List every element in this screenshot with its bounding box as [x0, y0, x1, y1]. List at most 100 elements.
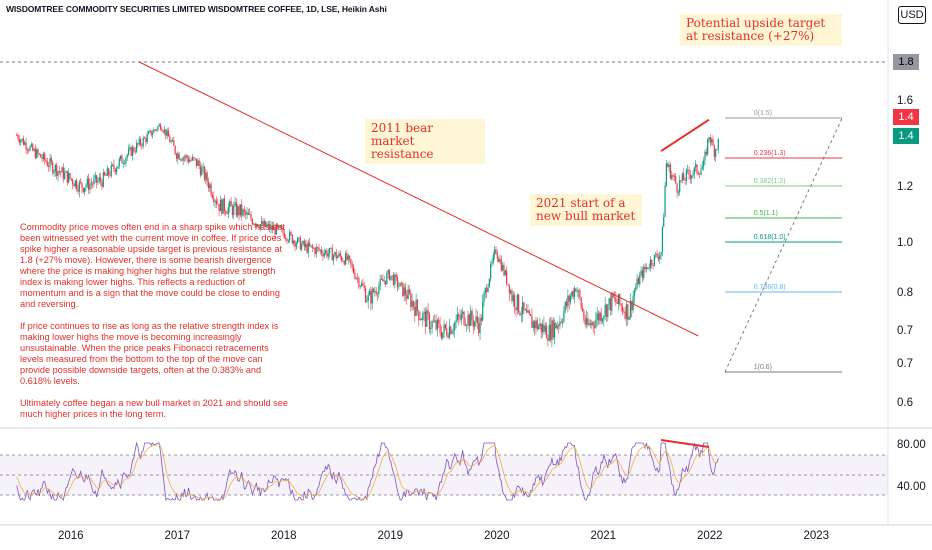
candle-body — [499, 259, 501, 262]
candle-body — [243, 209, 245, 212]
time-axis-label: 2019 — [378, 530, 404, 542]
candle-body — [415, 299, 417, 316]
candle-body — [295, 243, 297, 247]
candle-body — [30, 144, 32, 147]
candle-body — [62, 167, 64, 179]
candle-body — [355, 277, 357, 279]
candle-body — [126, 154, 128, 158]
candle-body — [478, 323, 480, 334]
candle-body — [480, 318, 482, 321]
candle-body — [569, 296, 572, 302]
candle-body — [245, 211, 247, 215]
candle-body — [259, 224, 261, 229]
price-axis-label: 0.8 — [897, 287, 913, 299]
candle-body — [494, 249, 496, 255]
candle-body — [53, 171, 55, 174]
candle-body — [170, 141, 172, 143]
candle-body — [603, 315, 605, 319]
currency-selector[interactable]: USD — [898, 6, 926, 24]
candle-body — [390, 275, 392, 280]
candle-body — [460, 313, 462, 320]
candle-body — [593, 325, 596, 328]
candle-body — [233, 205, 235, 216]
candle-body — [108, 168, 110, 175]
candle-body — [348, 255, 351, 259]
candle-body — [307, 242, 309, 253]
candle-body — [600, 312, 602, 322]
candle-body — [474, 321, 476, 327]
fib-diagonal — [724, 117, 843, 373]
candle-body — [203, 166, 206, 180]
fib-level-label: 0.382(1.2) — [754, 178, 786, 185]
rsi-axis-label: 80.00 — [897, 439, 926, 451]
candle-body — [512, 295, 514, 302]
candle-body — [306, 244, 308, 253]
candle-body — [273, 226, 275, 231]
candle-body — [183, 157, 186, 159]
candle-body — [171, 140, 174, 142]
candle-body — [539, 323, 541, 327]
candle-body — [305, 244, 307, 247]
annotation-bear-resistance[interactable]: 2011 bear market resistance — [365, 119, 485, 164]
candle-body — [315, 247, 317, 254]
candle-body — [229, 201, 231, 207]
candle-body — [471, 310, 473, 321]
candle-body — [526, 309, 528, 313]
candle-body — [77, 189, 79, 192]
candle-body — [378, 286, 380, 294]
candle-body — [705, 151, 707, 155]
candle-body — [709, 137, 711, 143]
candle-body — [451, 331, 453, 334]
candle-body — [57, 170, 59, 177]
candle-body — [605, 304, 608, 318]
candle-body — [70, 178, 72, 180]
candle-body — [591, 322, 593, 326]
candle-body — [624, 311, 626, 319]
candle-body — [66, 171, 68, 183]
fib-level-label: 0(1.5) — [754, 110, 772, 117]
analysis-paragraph-2: If price continues to rise as long as th… — [20, 321, 279, 386]
candle-body — [246, 212, 248, 215]
candle-body — [486, 288, 488, 293]
candle-body — [313, 247, 315, 249]
candle-body — [88, 178, 90, 190]
candle-body — [712, 139, 714, 146]
candle-body — [609, 298, 612, 311]
candle-body — [85, 185, 87, 188]
candle-body — [283, 232, 285, 239]
candle-body — [717, 139, 719, 150]
candle-body — [239, 204, 241, 216]
candle-body — [354, 273, 356, 279]
candle-body — [500, 259, 502, 271]
time-axis-label: 2018 — [271, 530, 297, 542]
candle-body — [343, 261, 345, 265]
analysis-paragraph-1: Commodity price moves often end in a sha… — [20, 222, 286, 309]
candle-body — [536, 320, 538, 330]
candle-body — [331, 247, 333, 261]
candle-body — [186, 155, 188, 159]
time-axis-label: 2016 — [58, 530, 84, 542]
candle-body — [141, 144, 143, 147]
candle-body — [342, 260, 344, 262]
candle-body — [359, 286, 361, 287]
candle-body — [338, 253, 340, 257]
candle-body — [185, 155, 187, 158]
candle-body — [692, 173, 694, 176]
candle-body — [491, 262, 493, 265]
annotation-upside-target[interactable]: Potential upside target at resistance (+… — [680, 14, 842, 46]
candle-body — [310, 245, 312, 247]
candle-body — [86, 178, 88, 186]
candle-body — [703, 160, 705, 167]
candle-body — [571, 291, 573, 297]
candle-body — [89, 183, 91, 190]
annotation-bull-start[interactable]: 2021 start of a new bull market — [530, 194, 642, 226]
candle-body — [151, 132, 154, 135]
candle-body — [278, 226, 280, 228]
candle-body — [424, 311, 427, 327]
candle-body — [704, 151, 706, 161]
candle-body — [270, 225, 272, 230]
candle-body — [173, 140, 175, 146]
candle-body — [577, 290, 580, 292]
candle-body — [44, 153, 46, 161]
